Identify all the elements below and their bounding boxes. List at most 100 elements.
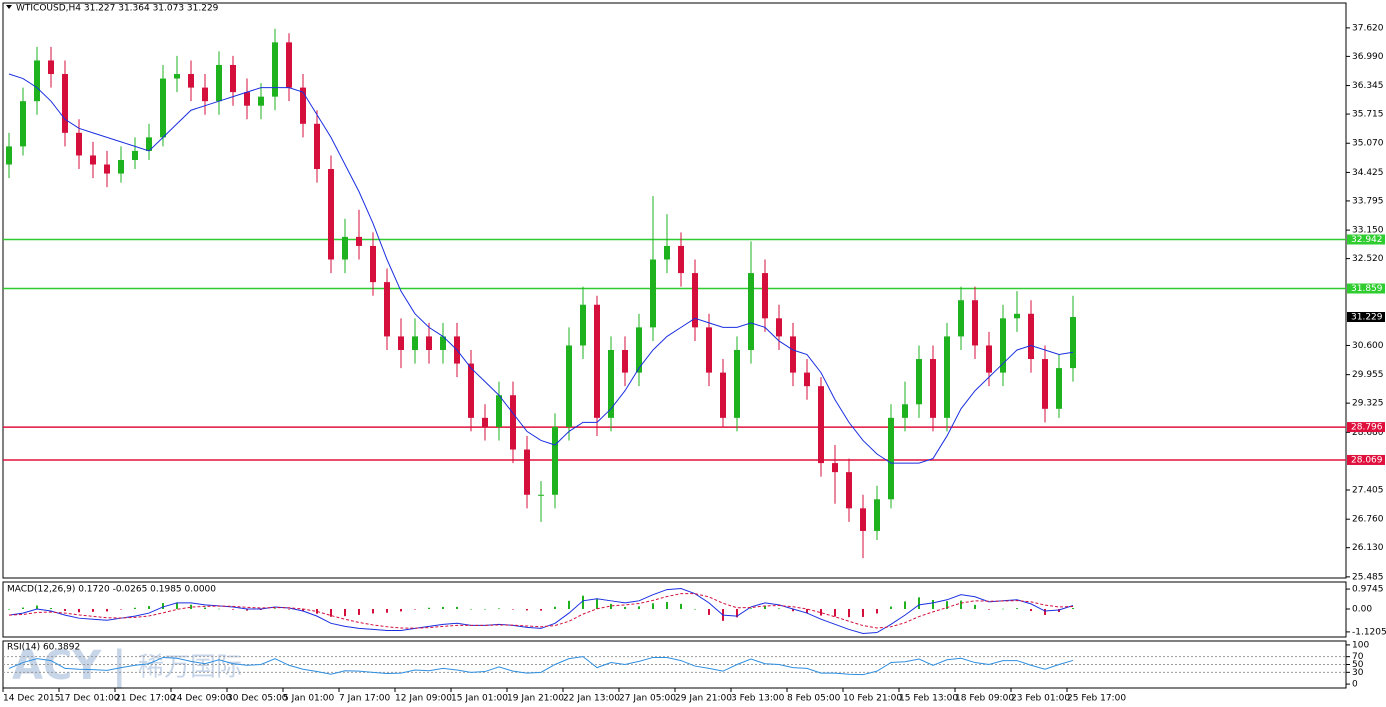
macd-bar	[918, 597, 920, 609]
candle-body	[90, 155, 96, 165]
y-tick-label: 26.130	[1352, 543, 1384, 553]
macd-bar	[736, 608, 738, 618]
y-tick-label: 29.955	[1352, 370, 1384, 380]
y-tick-label: 100	[1352, 640, 1369, 650]
candle-body	[398, 336, 404, 350]
y-tick-label: 70	[1352, 652, 1364, 662]
macd-bar	[554, 606, 556, 609]
macd-bar	[22, 607, 24, 609]
macd-bar	[484, 608, 486, 610]
macd-bar	[1058, 608, 1060, 613]
macd-bar	[862, 608, 864, 617]
macd-bar	[232, 608, 234, 610]
candle-body	[902, 404, 908, 418]
macd-bar	[1072, 607, 1074, 609]
macd-bar	[162, 603, 164, 609]
moving-average	[8, 73, 1074, 464]
candle-body	[874, 499, 880, 531]
menu-arrow[interactable]	[6, 5, 12, 9]
y-tick-label: 35.715	[1352, 110, 1384, 120]
x-tick-label: 29 Jan 21:00	[675, 694, 732, 704]
candle-body	[818, 386, 824, 464]
x-tick-label: 5 Jan 01:00	[283, 694, 335, 704]
macd-title: MACD(12,26,9) 0.1720 -0.0265 0.1985 0.00…	[7, 585, 216, 595]
candle-body	[1056, 368, 1062, 409]
x-tick-label: 12 Jan 09:00	[395, 694, 452, 704]
candle-body	[1070, 317, 1076, 369]
x-tick-label: 25 Feb 17:00	[1067, 694, 1126, 704]
macd-bar	[386, 608, 388, 613]
macd-bar	[274, 608, 276, 609]
macd-bar	[610, 603, 612, 609]
candle-body	[622, 349, 628, 373]
y-tick-label: 30	[1352, 668, 1364, 678]
macd-bar	[666, 602, 668, 609]
price-title: WTICOUSD,H4 31.227 31.364 31.073 31.229	[16, 4, 219, 14]
level-label: 28.796	[1351, 423, 1383, 433]
macd-bar	[834, 608, 836, 617]
candle-body	[412, 336, 418, 350]
candle-body	[930, 359, 936, 418]
last-price-label: 31.229	[1351, 313, 1383, 323]
x-tick-label: 3 Feb 13:00	[731, 694, 785, 704]
candle-body	[426, 336, 432, 350]
y-tick-label: 27.405	[1352, 486, 1384, 496]
macd-bar	[456, 606, 458, 609]
candle-body	[244, 92, 250, 106]
macd-bar	[64, 608, 66, 612]
candle-body	[272, 42, 278, 97]
macd-bar	[134, 607, 136, 609]
macd-bar	[764, 605, 766, 609]
macd-bar	[960, 600, 962, 609]
macd-pane	[2, 581, 1347, 638]
macd-bar	[36, 605, 38, 609]
macd-bar	[1016, 608, 1018, 609]
macd-bar	[498, 608, 500, 609]
macd-bar	[876, 608, 878, 614]
candle-body	[790, 336, 796, 373]
level-label: 28.069	[1351, 455, 1383, 465]
macd-bar	[8, 608, 10, 610]
candle-body	[860, 508, 866, 531]
candle-body	[720, 372, 726, 418]
macd-bar	[638, 606, 640, 609]
macd-bar	[246, 608, 248, 611]
candle-body	[986, 345, 992, 373]
x-tick-label: 27 Jan 05:00	[619, 694, 676, 704]
candle-body	[1028, 313, 1034, 360]
x-tick-label: 14 Dec 2015	[3, 694, 61, 704]
level-tag	[1347, 234, 1385, 245]
candle-body	[328, 169, 334, 260]
candle-body	[650, 259, 656, 328]
rsi-line	[8, 656, 1074, 676]
candle-body	[202, 87, 208, 102]
macd-bar	[624, 606, 626, 609]
candle-body	[1042, 359, 1048, 409]
candle-body	[146, 137, 152, 151]
candle-body	[706, 327, 712, 373]
macd-bar	[568, 600, 570, 609]
macd-bar	[316, 608, 318, 614]
macd-bar	[540, 608, 542, 611]
macd-bar	[344, 608, 346, 617]
candle-body	[608, 349, 614, 418]
x-tick-label: 18 Feb 09:00	[955, 694, 1014, 704]
macd-bar	[106, 608, 108, 612]
y-tick-label: 33.150	[1352, 226, 1384, 236]
y-tick-label: 35.070	[1352, 139, 1384, 149]
y-tick-label: 50	[1352, 660, 1364, 670]
level-tag	[1347, 454, 1385, 465]
candle-body	[972, 300, 978, 346]
candle-body	[62, 74, 68, 133]
level-label: 31.859	[1351, 284, 1383, 294]
macd-line	[8, 588, 1074, 635]
macd-bar	[652, 603, 654, 609]
macd-bar	[1002, 608, 1004, 610]
candle-body	[132, 150, 138, 160]
price-pane	[2, 2, 1347, 579]
y-tick-label: 32.520	[1352, 254, 1384, 264]
last-price-tag	[1347, 312, 1385, 323]
macd-bar	[694, 608, 696, 610]
candle-body	[664, 245, 670, 260]
